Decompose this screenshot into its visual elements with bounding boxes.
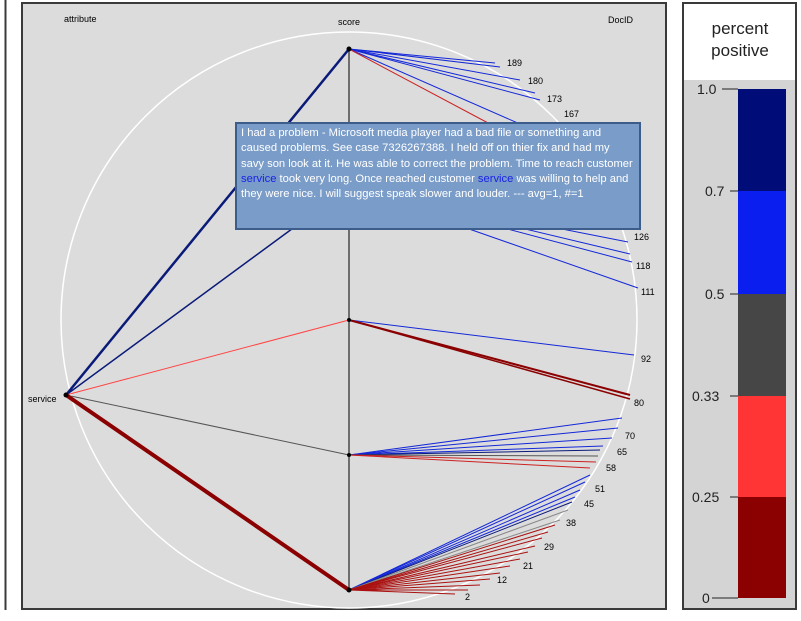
doc-label[interactable]: 70 xyxy=(625,431,635,441)
doc-label[interactable]: 167 xyxy=(564,109,579,119)
edge-to-score-low xyxy=(64,393,351,592)
score-nodes xyxy=(63,46,352,593)
doc-label[interactable]: 92 xyxy=(641,354,651,364)
legend-tick-0.5: 0.5 xyxy=(705,286,725,302)
doc-label[interactable]: 126 xyxy=(634,232,649,242)
edge-to-score-lower xyxy=(65,394,350,456)
doc-label[interactable]: 180 xyxy=(528,76,543,86)
tooltip-text-after: was willing to help and they were nice. … xyxy=(241,172,629,201)
doc-label[interactable]: 45 xyxy=(584,499,594,509)
legend: percent positive 1.0 0.7 0.5 0.33 0.25 0 xyxy=(682,2,797,610)
docid-axis-label: DocID xyxy=(608,15,634,25)
score-axis-label: score xyxy=(338,17,360,27)
doc-label[interactable]: 80 xyxy=(634,398,644,408)
legend-tick-0.33: 0.33 xyxy=(692,388,719,404)
tooltip-text-before: I had a problem - Microsoft media player… xyxy=(241,127,633,170)
outer-circle xyxy=(60,31,638,609)
legend-tick-0.7: 0.7 xyxy=(705,183,725,199)
legend-band-0-0.25 xyxy=(738,497,786,598)
main-panel xyxy=(21,2,667,610)
attribute-node-label: service xyxy=(28,394,57,404)
legend-tick-1.0: 1.0 xyxy=(697,81,717,97)
legend-title-line2: positive xyxy=(711,41,769,60)
score-lower-fan xyxy=(348,417,623,469)
tooltip-keyword: service xyxy=(241,172,277,185)
score-node-middle[interactable] xyxy=(347,318,351,322)
edge-to-score-middle xyxy=(65,319,350,396)
attribute-axis-label: attribute xyxy=(64,14,97,24)
doc-label[interactable]: 58 xyxy=(606,463,616,473)
legend-band-0.7-1.0 xyxy=(738,89,786,191)
doc-label[interactable]: 118 xyxy=(636,261,650,271)
score-low-fan xyxy=(348,474,591,595)
legend-title-line1: percent xyxy=(712,19,769,38)
doc-label[interactable]: 189 xyxy=(507,58,522,68)
legend-band-0.25-0.33 xyxy=(738,396,786,497)
attribute-edges xyxy=(64,48,351,592)
legend-band-0.5-0.7 xyxy=(738,191,786,294)
score-middle-fan xyxy=(348,319,635,400)
legend-tick-0: 0 xyxy=(702,590,710,606)
score-high-fan xyxy=(348,48,541,125)
doc-label[interactable]: 111 xyxy=(641,287,655,297)
doc-label[interactable]: 12 xyxy=(497,575,507,585)
legend-tick-0.25: 0.25 xyxy=(692,489,719,505)
doc-label[interactable]: 21 xyxy=(523,561,533,571)
attribute-node-service[interactable] xyxy=(63,392,69,398)
doc-label[interactable]: 38 xyxy=(566,518,576,528)
document-tooltip: I had a problem - Microsoft media player… xyxy=(235,122,641,230)
tooltip-keyword: service xyxy=(477,172,514,185)
doc-id-labels: 189 180 173 167 126 118 111 92 80 70 65 … xyxy=(465,58,655,602)
doc-label[interactable]: 51 xyxy=(595,484,605,494)
doc-label[interactable]: 29 xyxy=(544,542,554,552)
legend-band-0.33-0.5 xyxy=(738,294,786,396)
score-node-high[interactable] xyxy=(346,46,352,52)
score-node-lower[interactable] xyxy=(347,453,351,457)
score-node-low[interactable] xyxy=(346,587,352,593)
doc-label[interactable]: 173 xyxy=(547,94,562,104)
doc-label[interactable]: 65 xyxy=(617,447,627,457)
tooltip-text-middle: took very long. Once reached customer xyxy=(276,172,478,185)
doc-label[interactable]: 2 xyxy=(465,592,470,602)
edge-to-score-high xyxy=(65,48,350,396)
